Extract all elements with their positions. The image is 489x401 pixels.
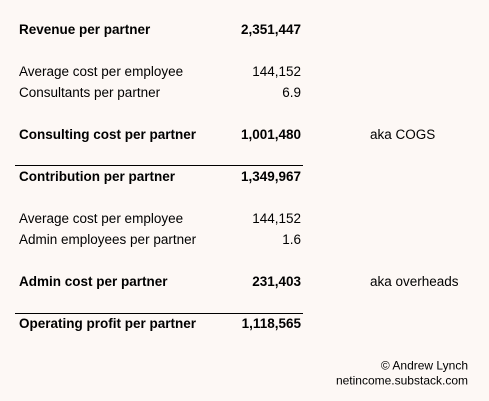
row-value: 144,152 [252,211,301,226]
row-label: Revenue per partner [19,22,151,37]
divider [15,165,303,166]
row-value: 231,403 [252,274,301,289]
row-value: 2,351,447 [240,22,301,37]
row-label: Admin cost per partner [19,274,168,289]
copyright: © Andrew Lynch [380,358,468,373]
row-label: Admin employees per partner [19,232,197,247]
row-label: Consulting cost per partner [19,127,197,142]
row-value: 1.6 [282,232,301,247]
row-label: Average cost per employee [19,64,184,79]
site: netincome.substack.com [335,373,468,388]
row-label: Contribution per partner [19,169,175,184]
row-label: Operating profit per partner [19,316,197,331]
row-note: aka overheads [370,274,459,289]
row-label: Average cost per employee [19,211,184,226]
row-label: Consultants per partner [19,85,161,100]
row-value: 1,001,480 [240,127,301,142]
row-note: aka COGS [370,127,436,142]
row-value: 144,152 [252,64,301,79]
divider [15,313,303,314]
row-value: 1,118,565 [241,316,301,331]
row-value: 6.9 [282,85,301,100]
row-value: 1,349,967 [240,169,301,184]
